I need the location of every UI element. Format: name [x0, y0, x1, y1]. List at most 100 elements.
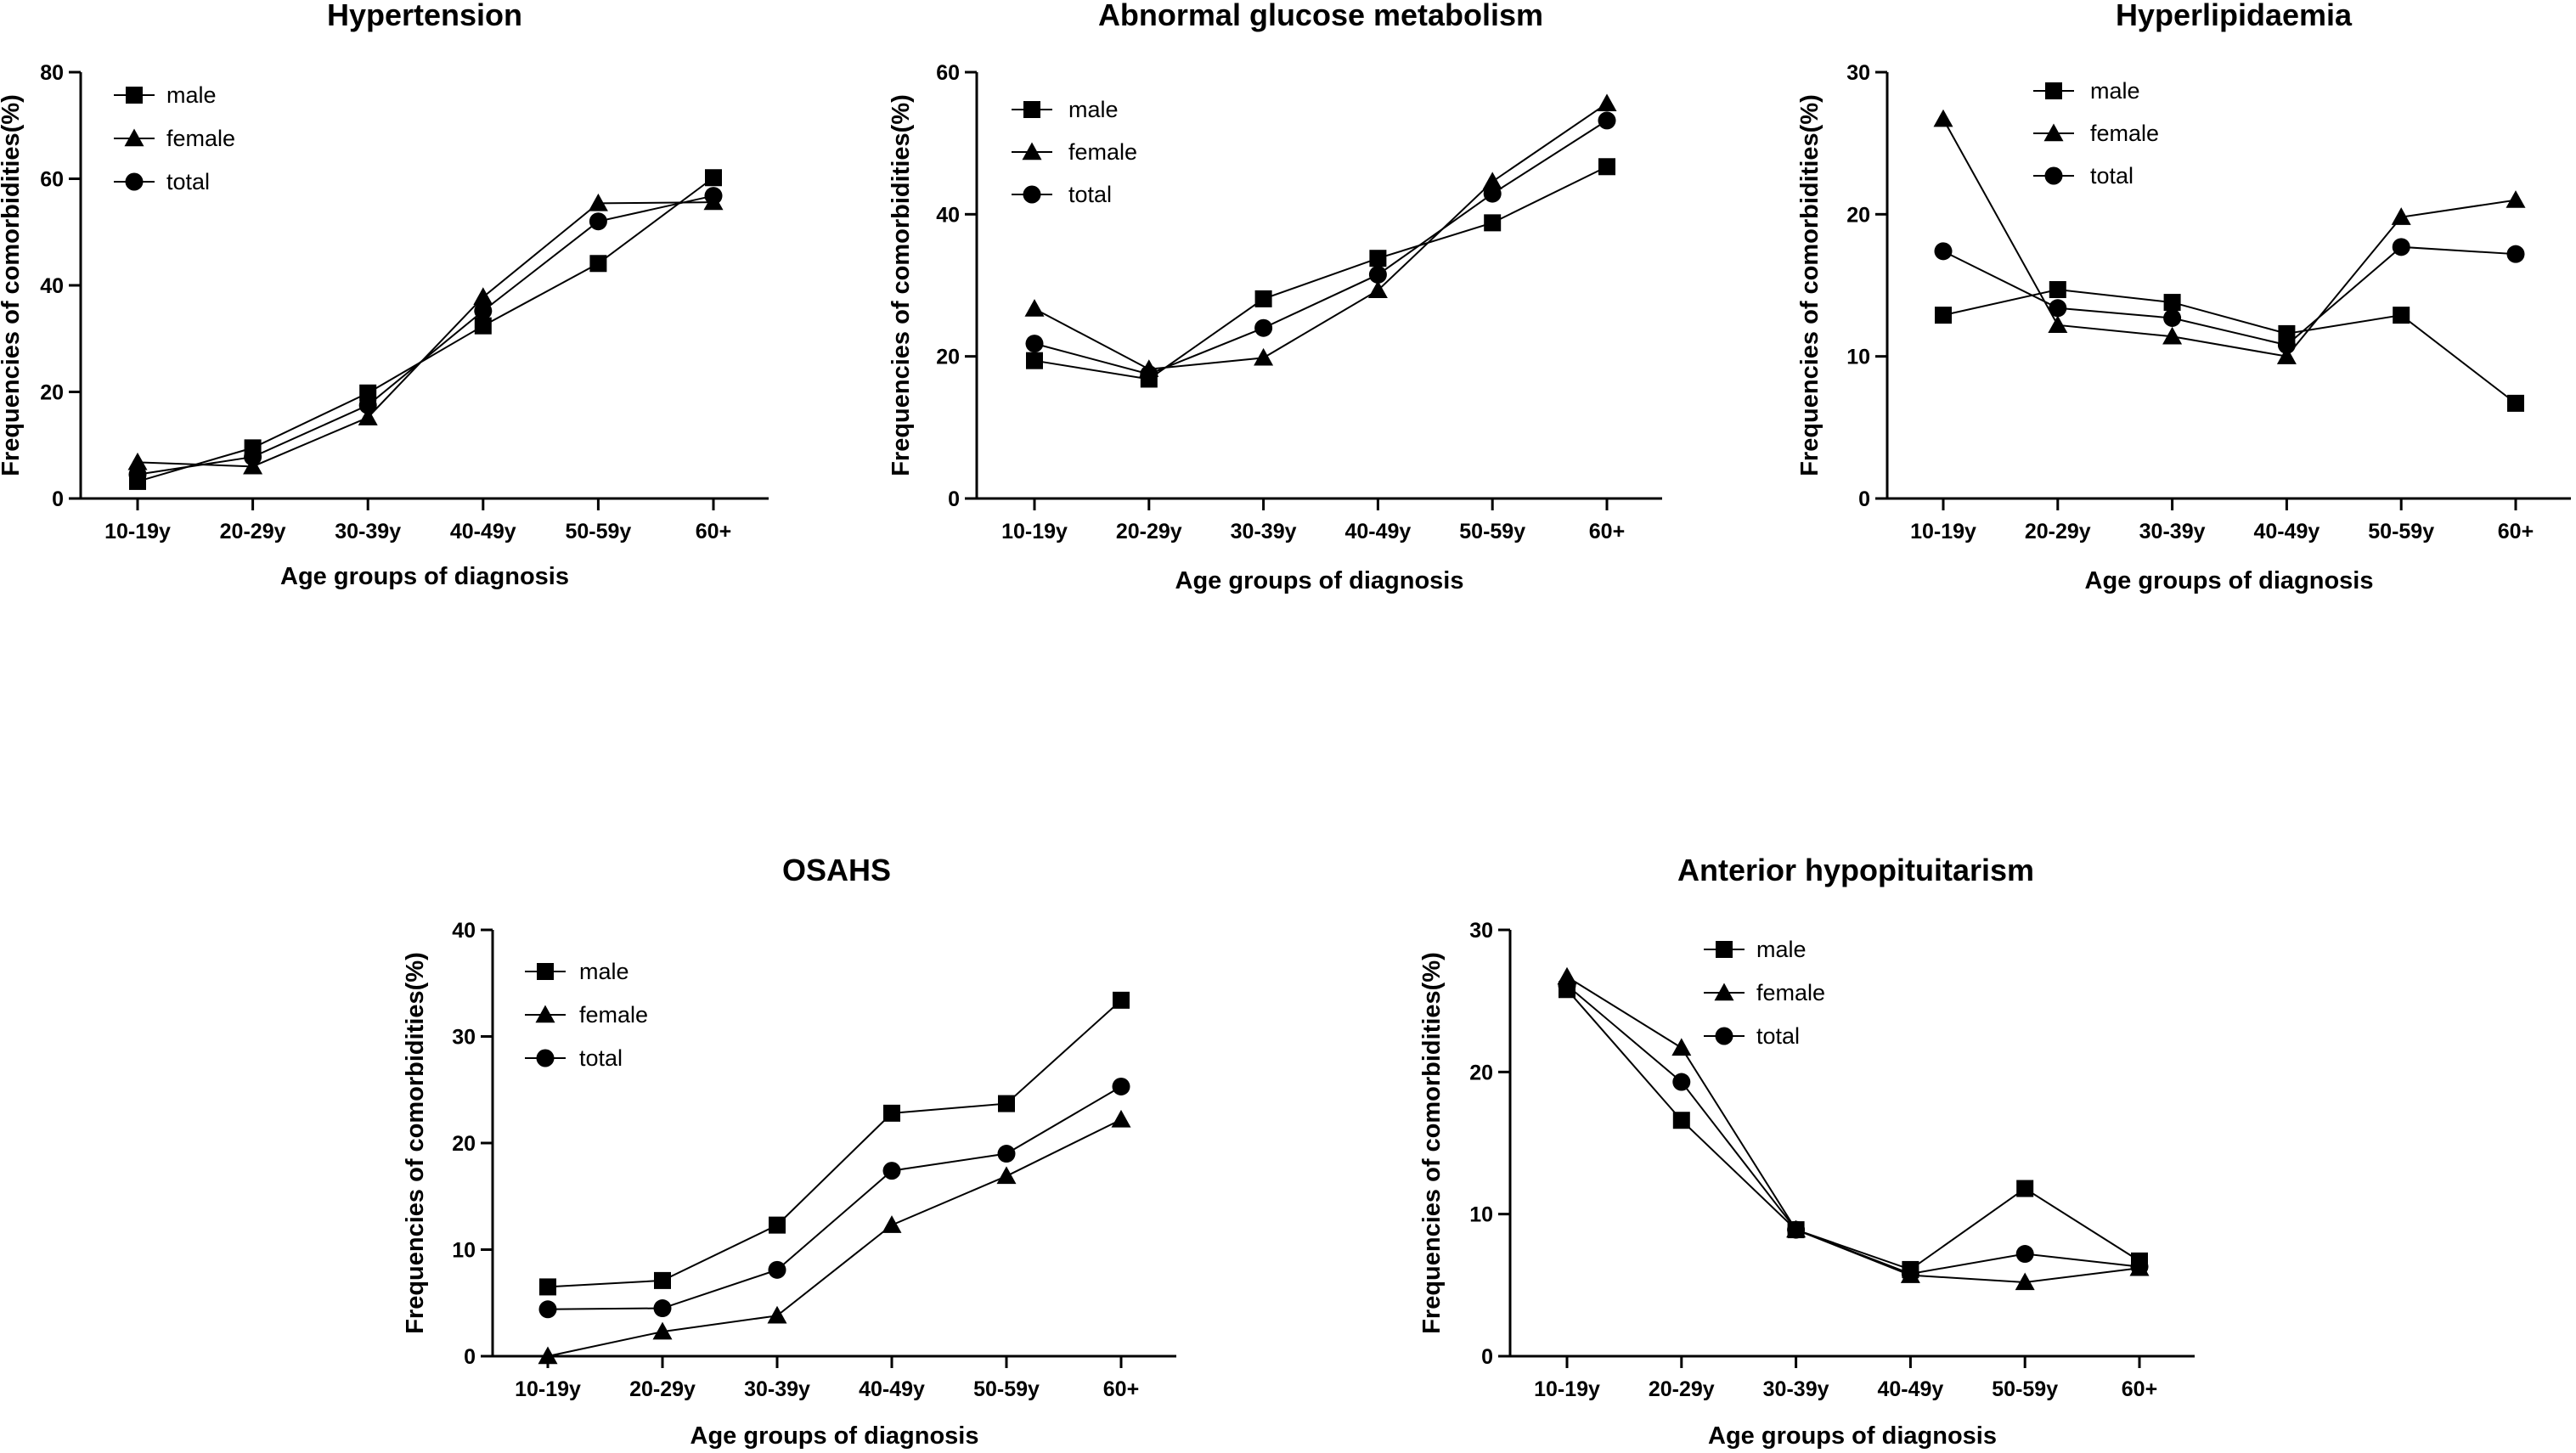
data-point-female: [127, 452, 148, 470]
legend-label-male: male: [1756, 937, 1807, 962]
data-point-female: [2276, 346, 2297, 364]
chart-title: Anterior hypopituitarism: [1677, 853, 2034, 887]
y-tick-label: 20: [452, 1132, 476, 1156]
data-point-male: [2016, 1180, 2034, 1197]
legend-marker-total: [125, 172, 144, 191]
y-tick-label: 20: [1846, 203, 1870, 227]
x-tick-label: 30-39y: [1231, 520, 1297, 543]
series-line-total: [137, 194, 714, 476]
data-point-total: [2506, 245, 2525, 263]
data-point-male: [1672, 1112, 1690, 1129]
data-point-total: [589, 212, 607, 231]
y-tick-label: 40: [936, 203, 960, 227]
data-point-total: [882, 1162, 901, 1180]
x-tick-label: 60+: [696, 520, 731, 543]
chart-panel-2: Abnormal glucose metabolism 0 20 40 60 10-19y…: [888, 0, 1662, 594]
data-point-total: [704, 187, 723, 206]
x-axis-label: Age groups of diagnosis: [1175, 567, 1464, 594]
data-point-male: [474, 317, 492, 335]
chart-title: OSAHS: [782, 853, 891, 887]
y-axis-label: Frequencies of comorbidities(%): [1418, 952, 1446, 1334]
series-line-female: [1942, 118, 2517, 358]
series-line-total: [1566, 984, 2140, 1275]
y-tick-label: 0: [464, 1345, 476, 1369]
data-point-total: [128, 465, 147, 484]
chart-panel-3: Hyperlipidaemia 0 10 20 30 10-19y 20-29y 30-39y…: [1796, 0, 2571, 594]
data-point-total: [1368, 265, 1387, 284]
legend-marker-total: [1023, 185, 1041, 204]
data-point-male: [539, 1278, 556, 1296]
x-tick-label: 20-29y: [2025, 520, 2091, 543]
data-point-male: [1026, 352, 1043, 369]
x-tick-label: 10-19y: [515, 1377, 581, 1401]
series-line-male: [1034, 166, 1608, 380]
legend-label-female: female: [2090, 121, 2159, 146]
y-axis-label: Frequencies of comorbidities(%): [0, 94, 25, 476]
y-tick-label: 60: [936, 61, 960, 85]
legend-label-total: total: [2090, 163, 2134, 189]
data-point-total: [1558, 976, 1576, 994]
data-point-total: [1025, 335, 1044, 353]
data-point-female: [588, 193, 608, 211]
data-point-female: [1254, 347, 1274, 366]
data-point-male: [2507, 394, 2524, 412]
data-point-female: [358, 408, 378, 425]
data-point-total: [1672, 1073, 1691, 1091]
legend-label-male: male: [1068, 97, 1119, 122]
data-point-male: [1935, 307, 1952, 324]
chart-title: Abnormal glucose metabolism: [1098, 0, 1543, 32]
data-point-male: [359, 384, 377, 402]
y-tick-label: 10: [1469, 1203, 1493, 1227]
x-tick-label: 20-29y: [220, 520, 286, 543]
x-tick-label: 50-59y: [2368, 520, 2434, 543]
data-point-male: [2393, 307, 2410, 324]
legend-label-female: female: [579, 1002, 648, 1028]
data-point-total: [1934, 242, 1953, 261]
x-tick-label: 10-19y: [1910, 520, 1976, 543]
y-tick-label: 20: [936, 346, 960, 369]
x-tick-label: 30-39y: [2139, 520, 2206, 543]
x-tick-label: 10-19y: [1534, 1377, 1600, 1401]
x-tick-label: 50-59y: [973, 1377, 1040, 1401]
chart-panel-1: Hypertension 0 20 40 60 80 10-19y 20-29y 30-39y 4…: [0, 0, 769, 590]
x-tick-label: 60+: [1103, 1377, 1139, 1401]
legend-label-total: total: [1756, 1023, 1800, 1049]
data-point-female: [2391, 207, 2411, 225]
x-tick-label: 50-59y: [1459, 520, 1525, 543]
data-point-total: [2392, 238, 2410, 256]
x-axis-label: Age groups of diagnosis: [2085, 567, 2374, 594]
legend-label-total: total: [166, 169, 210, 194]
data-point-female: [2048, 315, 2068, 334]
y-axis-label: Frequencies of comorbidities(%): [402, 952, 429, 1334]
data-point-female: [1367, 280, 1388, 299]
legend-marker-female: [535, 1005, 555, 1023]
x-tick-label: 50-59y: [565, 520, 631, 543]
data-point-total: [2163, 308, 2182, 327]
y-tick-label: 30: [1846, 61, 1870, 85]
y-tick-label: 60: [40, 168, 64, 192]
y-tick-label: 80: [40, 61, 64, 85]
legend-marker-male: [537, 963, 554, 980]
y-tick-label: 0: [52, 487, 64, 511]
x-tick-label: 30-39y: [744, 1377, 810, 1401]
x-tick-label: 10-19y: [1001, 520, 1068, 543]
data-point-female: [2015, 1272, 2035, 1291]
series-line-female: [1566, 976, 2140, 1283]
data-point-male: [769, 1216, 786, 1234]
data-point-female: [2506, 190, 2526, 208]
data-point-total: [2015, 1245, 2034, 1264]
legend-marker-male: [1023, 101, 1040, 118]
legend-label-total: total: [579, 1045, 623, 1071]
y-tick-label: 20: [1469, 1061, 1493, 1084]
data-point-male: [589, 255, 607, 273]
legend-label-male: male: [2090, 78, 2140, 104]
series-line-male: [1566, 988, 2140, 1271]
data-point-total: [2277, 335, 2296, 354]
data-point-female: [652, 1321, 673, 1340]
y-axis-label: Frequencies of comorbidities(%): [1796, 94, 1823, 476]
data-point-total: [2049, 299, 2067, 318]
data-point-total: [653, 1299, 672, 1318]
series-line-male: [547, 1000, 1122, 1288]
x-tick-label: 40-49y: [2253, 520, 2320, 543]
y-tick-label: 0: [1858, 487, 1870, 511]
